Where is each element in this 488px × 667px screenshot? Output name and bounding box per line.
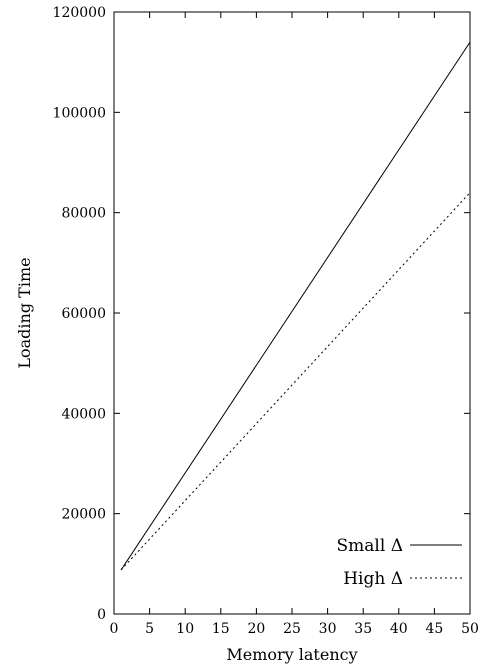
x-axis-label: Memory latency — [226, 645, 357, 664]
x-tick-label: 35 — [354, 621, 372, 637]
y-tick-label: 80000 — [61, 206, 106, 222]
x-tick-label: 40 — [390, 621, 408, 637]
legend: Small Δ High Δ — [337, 536, 462, 589]
y-tick-label: 20000 — [61, 507, 106, 523]
plot-frame — [113, 11, 471, 615]
x-tick-label: 25 — [283, 621, 301, 637]
y-axis-label: Loading Time — [15, 257, 34, 368]
series-lines — [120, 41, 471, 571]
series-line-0 — [120, 41, 471, 571]
y-tick-label: 40000 — [61, 406, 106, 422]
axis-ticks — [113, 11, 471, 615]
x-tick-label: 0 — [110, 621, 119, 637]
y-tick-label: 100000 — [53, 105, 106, 121]
x-tick-label: 45 — [425, 621, 443, 637]
series-line-1 — [120, 192, 471, 571]
y-tick-label: 60000 — [61, 306, 106, 322]
legend-label: Small Δ — [337, 536, 403, 556]
y-tick-label: 0 — [97, 607, 106, 623]
x-tick-label: 30 — [319, 621, 337, 637]
x-tick-label: 5 — [145, 621, 154, 637]
x-tick-label: 15 — [212, 621, 230, 637]
x-tick-label: 10 — [176, 621, 194, 637]
x-tick-label: 50 — [461, 621, 479, 637]
x-tick-label: 20 — [247, 621, 265, 637]
legend-label: High Δ — [343, 569, 403, 589]
y-tick-label: 120000 — [53, 5, 106, 21]
axis-tick-labels: 0 5 10 15 20 25 30 35 40 45 50 0 20000 40000 60000 8000… — [53, 5, 479, 637]
